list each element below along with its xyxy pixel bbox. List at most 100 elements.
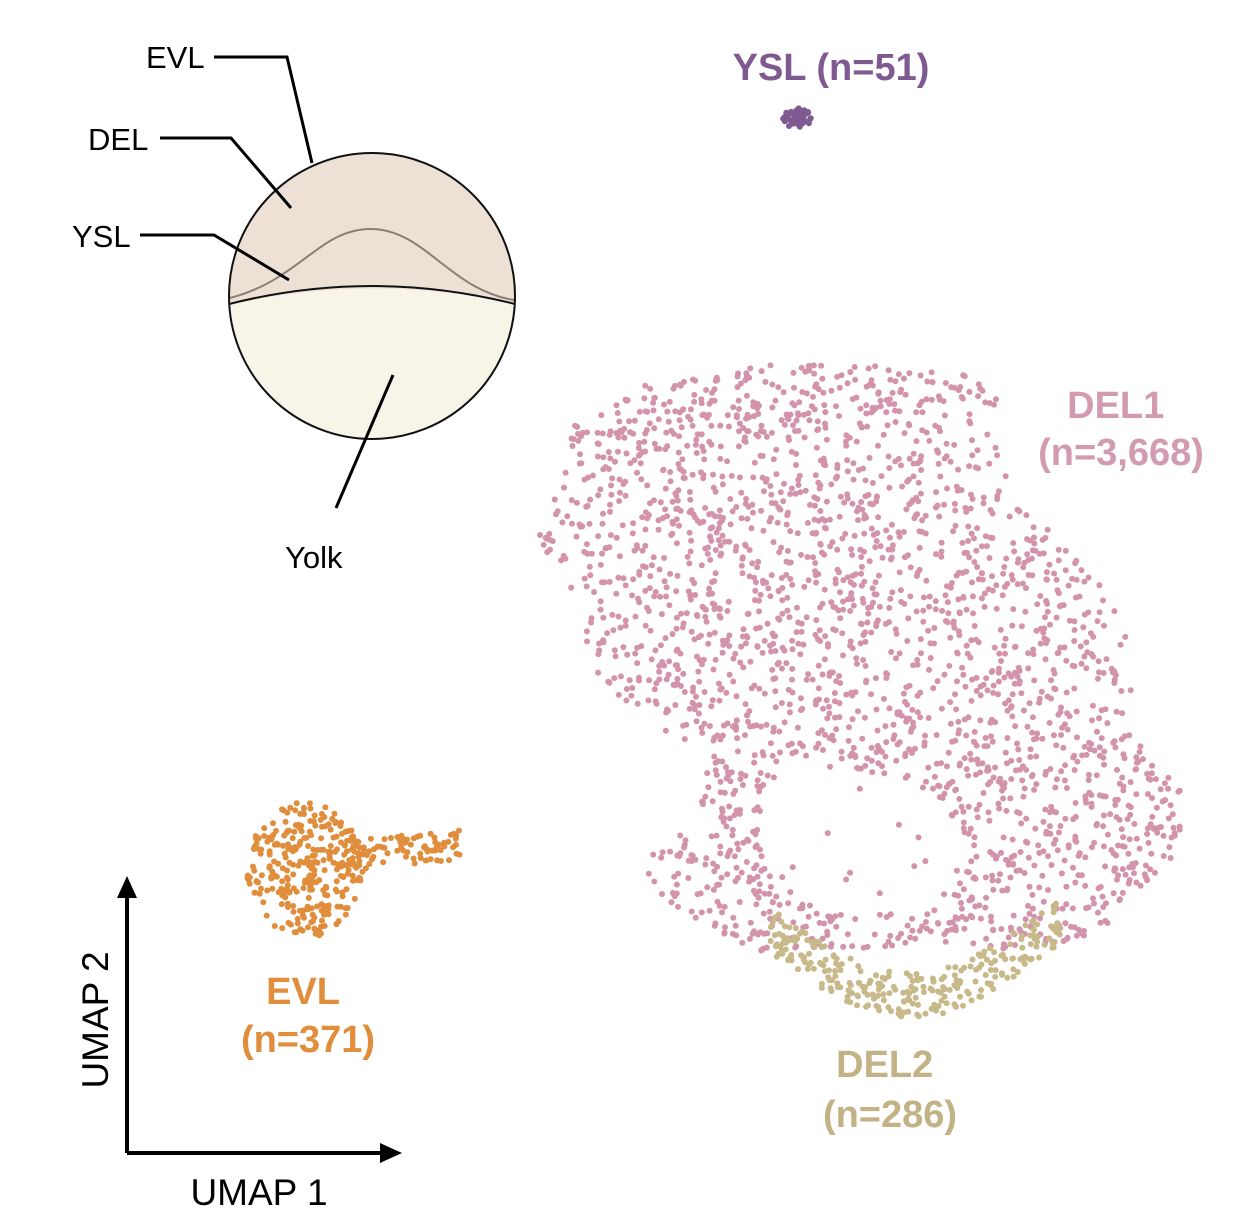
- del1-point: [869, 769, 876, 776]
- evl-point: [432, 847, 439, 854]
- del1-point: [933, 489, 940, 496]
- del1-point: [864, 755, 871, 762]
- del1-point: [836, 714, 843, 721]
- del1-point: [1088, 717, 1095, 724]
- evl-point: [327, 849, 334, 856]
- del1-point: [803, 614, 810, 621]
- del1-point: [690, 684, 697, 691]
- del1-point: [1049, 808, 1056, 815]
- del1-point: [1088, 803, 1095, 810]
- del1-point: [815, 517, 822, 524]
- del1-point: [622, 582, 629, 589]
- del1-point: [693, 718, 700, 725]
- del1-point: [950, 620, 957, 627]
- del1-point: [1042, 614, 1048, 621]
- del1-point: [1088, 741, 1095, 747]
- del1-point: [680, 722, 687, 729]
- del1-point: [1023, 512, 1030, 519]
- del2-point: [1050, 944, 1057, 951]
- del1-point: [829, 732, 836, 739]
- del2-point: [909, 1000, 916, 1007]
- del1-point: [1047, 830, 1054, 837]
- del1-point: [852, 754, 859, 760]
- del1-point: [826, 516, 833, 523]
- del1-point: [844, 491, 851, 498]
- del2-point: [769, 919, 776, 926]
- del1-point: [607, 532, 614, 539]
- del1-point: [680, 474, 687, 481]
- del2-point: [846, 979, 853, 986]
- del1-point: [776, 901, 783, 908]
- del1-point: [590, 472, 596, 479]
- del1-point: [872, 579, 879, 586]
- del1-point: [703, 387, 710, 393]
- del1-point: [1043, 569, 1050, 576]
- del1-point: [876, 603, 883, 610]
- del1-point: [758, 723, 764, 730]
- del1-point: [815, 662, 822, 669]
- del1-point: [1160, 832, 1167, 839]
- del1-point: [663, 429, 670, 436]
- del1-point: [735, 846, 742, 853]
- del1-point: [815, 386, 822, 393]
- del1-point: [739, 782, 746, 788]
- del1-point: [686, 529, 693, 536]
- del1-point: [923, 778, 929, 785]
- del1-point: [874, 727, 881, 734]
- del1-point: [673, 881, 680, 888]
- del1-point: [1055, 557, 1062, 564]
- del1-point: [942, 938, 949, 945]
- evl-point: [394, 847, 401, 854]
- del1-point: [965, 714, 972, 721]
- del1-point: [869, 480, 876, 486]
- del1-point: [857, 640, 864, 647]
- del1-point: [682, 837, 689, 844]
- del1-point: [892, 407, 898, 414]
- del1-point: [650, 554, 657, 561]
- evl-point: [282, 894, 289, 901]
- del1-point: [852, 376, 859, 383]
- del1-point: [615, 434, 622, 441]
- evl-point: [308, 859, 315, 866]
- del1-point: [1055, 711, 1062, 718]
- del1-point: [1029, 729, 1036, 736]
- del1-point: [847, 369, 854, 375]
- del1-point: [786, 614, 793, 621]
- del2-point: [978, 961, 985, 968]
- del1-point: [994, 496, 1001, 503]
- del1-point: [826, 703, 832, 710]
- del1-point: [798, 551, 804, 558]
- evl-point: [417, 855, 424, 861]
- del1-point: [864, 619, 871, 626]
- del1-point: [850, 476, 857, 483]
- del1-point: [1167, 855, 1174, 861]
- del1-point: [773, 893, 780, 900]
- del2-point: [952, 964, 959, 971]
- del2-point: [990, 986, 997, 992]
- del2-point: [1030, 926, 1037, 933]
- del1-point: [825, 643, 831, 650]
- del1-point: [629, 685, 636, 691]
- del1-point: [549, 538, 556, 545]
- del1-point: [723, 823, 730, 830]
- del1-point: [651, 686, 658, 693]
- del1-point: [726, 803, 733, 810]
- del1-point: [725, 423, 732, 430]
- del1-point: [755, 558, 762, 565]
- ysl-point: [786, 116, 793, 123]
- del1-point: [678, 424, 685, 431]
- del1-point: [1003, 807, 1010, 814]
- del1-point: [779, 597, 786, 604]
- evl-point: [411, 860, 418, 867]
- del1-point: [906, 746, 913, 753]
- del1-point: [1064, 726, 1071, 733]
- del1-point: [651, 395, 658, 401]
- del1-point: [971, 623, 978, 629]
- evl-point: [321, 867, 328, 874]
- del1-point: [600, 614, 607, 621]
- del1-point: [821, 656, 828, 663]
- del1-point: [779, 610, 786, 617]
- del1-point: [595, 533, 602, 540]
- del1-point: [679, 456, 686, 463]
- del1-point: [920, 594, 927, 601]
